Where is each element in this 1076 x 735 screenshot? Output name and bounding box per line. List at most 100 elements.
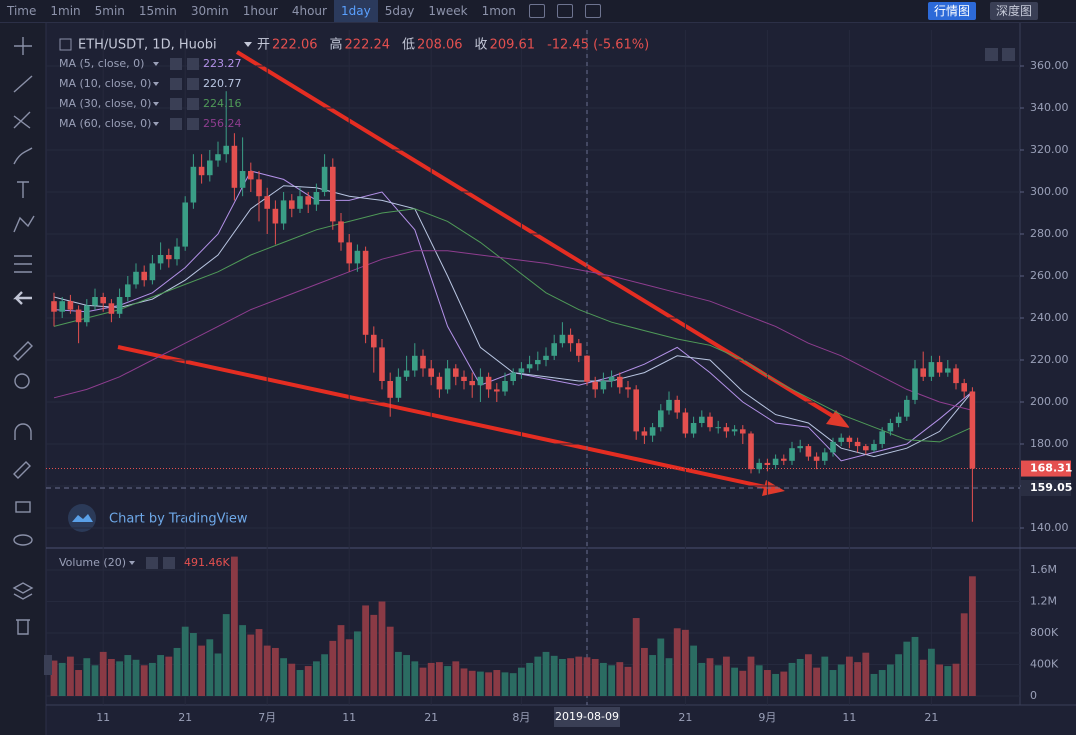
side-toolbar: [0, 22, 46, 735]
volume-bar: [649, 655, 656, 696]
interval-button[interactable]: 1hour: [242, 4, 278, 18]
volume-bar: [682, 629, 689, 696]
candle-body: [731, 429, 738, 432]
volume-bar: [173, 647, 181, 696]
candle-body: [928, 362, 935, 377]
candle-body: [149, 263, 156, 281]
y-tick-label: 300.00: [1030, 185, 1069, 198]
volume-bar: [313, 661, 320, 696]
candle-body: [526, 364, 533, 369]
volume-bar: [75, 670, 82, 696]
candle-body: [395, 376, 402, 398]
volume-bar: [296, 670, 304, 696]
ma-legend-name: MA (5, close, 0): [59, 57, 144, 70]
candle-body: [108, 303, 115, 314]
volume-bar: [50, 660, 58, 696]
interval-button[interactable]: 15min: [138, 4, 177, 18]
x-tick-label: 21: [178, 711, 192, 724]
candle-body: [289, 200, 295, 209]
candle-body: [518, 368, 525, 373]
interval-button[interactable]: 1min: [50, 4, 81, 18]
candle-body: [420, 355, 426, 369]
candle-body: [59, 301, 65, 312]
volume-bar: [444, 666, 451, 696]
ma-legend-name: MA (10, close, 0): [59, 77, 151, 90]
candle-body: [740, 429, 746, 434]
candle-body: [764, 462, 771, 465]
candle-body: [387, 381, 393, 398]
volume-bar: [559, 658, 566, 696]
volume-bar: [108, 658, 115, 696]
candle-body: [805, 446, 812, 457]
volume-bar: [67, 656, 74, 696]
volume-bar: [58, 662, 66, 696]
y-tick-label: 140.00: [1030, 521, 1069, 534]
volume-bar: [427, 662, 435, 696]
volume-bar: [747, 656, 755, 696]
candle-body: [436, 376, 443, 390]
volume-bar: [911, 636, 919, 696]
tool-icon[interactable]: [584, 4, 601, 18]
candle-body: [617, 376, 623, 388]
volume-bar: [124, 655, 132, 696]
candle-body: [961, 383, 967, 392]
candle-body: [879, 431, 885, 444]
volume-bar: [944, 666, 952, 696]
view-button[interactable]: 深度图: [990, 2, 1039, 20]
ohlc-legend: 209.61: [490, 38, 536, 53]
tool-icon[interactable]: [528, 4, 545, 18]
volume-bar: [878, 670, 886, 696]
watermark: Chart by TradingView: [109, 512, 248, 527]
volume-bar: [575, 656, 583, 696]
interval-button[interactable]: 5min: [94, 4, 125, 18]
candle-body: [682, 412, 689, 434]
interval-button[interactable]: 30min: [190, 4, 229, 18]
interval-button[interactable]: 4hour: [291, 4, 327, 18]
volume-bar: [723, 656, 730, 696]
volume-bar: [706, 658, 714, 696]
ma-legend-name: MA (60, close, 0): [59, 117, 151, 130]
volume-bar: [567, 658, 574, 696]
volume-bar: [813, 667, 820, 696]
volume-bar: [641, 647, 648, 696]
view-button[interactable]: 行情图: [928, 2, 977, 20]
interval-button[interactable]: 1week: [428, 4, 468, 18]
candle-body: [690, 423, 697, 434]
y-tick-label: 200.00: [1030, 395, 1069, 408]
volume-bar: [632, 618, 640, 696]
candle-body: [723, 427, 730, 432]
ma-legend-value: 224.16: [203, 97, 242, 110]
interval-button[interactable]: 1day: [333, 0, 378, 22]
y-tick-label: 340.00: [1030, 101, 1069, 114]
candle-body: [412, 355, 418, 371]
candle-body: [715, 427, 721, 429]
candle-body: [707, 416, 713, 428]
volume-bar: [288, 663, 296, 696]
tool-icons[interactable]: [12, 37, 35, 635]
volume-bar: [755, 665, 763, 696]
volume-bar: [91, 665, 99, 696]
interval-button[interactable]: 1mon: [481, 4, 516, 18]
candle-body: [75, 309, 82, 323]
ma-legend-name: MA (30, close, 0): [59, 97, 151, 110]
interval-button[interactable]: 5day: [384, 4, 415, 18]
volume-bar: [403, 655, 410, 696]
y-tick-label: 280.00: [1030, 227, 1069, 240]
candle-body: [305, 196, 311, 205]
ma-line: [53, 250, 973, 411]
logo-mark: [72, 514, 93, 522]
candle-body: [510, 372, 516, 381]
y-tick-label: 360.00: [1030, 59, 1069, 72]
volume-bar: [657, 638, 665, 696]
candle-body: [338, 221, 344, 243]
candle-body: [920, 368, 926, 377]
close-icon: [187, 58, 199, 70]
tool-icon[interactable]: [556, 4, 573, 18]
candle-body: [567, 334, 574, 344]
volume-tick-label: 400K: [1030, 658, 1059, 671]
volume-bar: [214, 653, 222, 696]
candle-body: [321, 166, 328, 192]
volume-bar: [526, 662, 533, 696]
volume-bar: [509, 673, 517, 696]
volume-bar: [99, 651, 107, 696]
